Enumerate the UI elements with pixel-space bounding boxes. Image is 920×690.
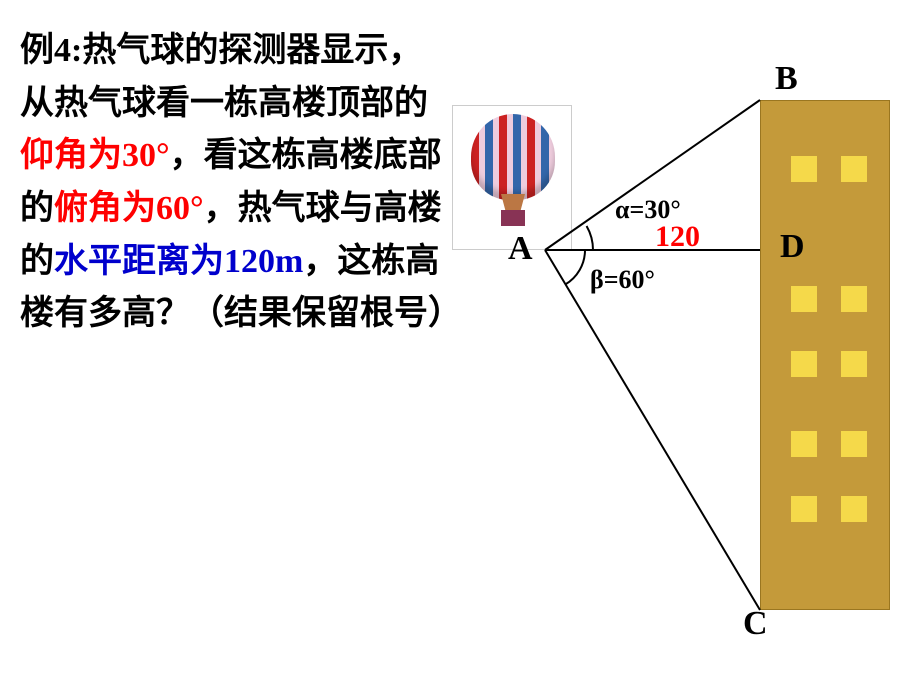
construction-lines (430, 60, 910, 660)
point-D-label: D (780, 228, 805, 266)
trig-diagram: A B C D α=30° β=60° 120 (430, 60, 910, 660)
problem-statement: 例4:热气球的探测器显示，从热气球看一栋高楼顶部的仰角为30°，看这栋高楼底部的… (20, 25, 450, 341)
point-A-label: A (508, 230, 533, 268)
text-part-1: 例4:热气球的探测器显示，从热气球看一栋高楼顶部的 (20, 32, 428, 122)
depression-angle-phrase: 俯角为60° (54, 190, 204, 227)
beta-label: β=60° (590, 265, 655, 295)
point-B-label: B (775, 60, 798, 98)
elevation-angle-phrase: 仰角为30° (20, 137, 170, 174)
distance-120-label: 120 (655, 220, 700, 254)
point-C-label: C (743, 605, 768, 643)
horizontal-distance-phrase: 水平距离为120m (54, 243, 303, 280)
